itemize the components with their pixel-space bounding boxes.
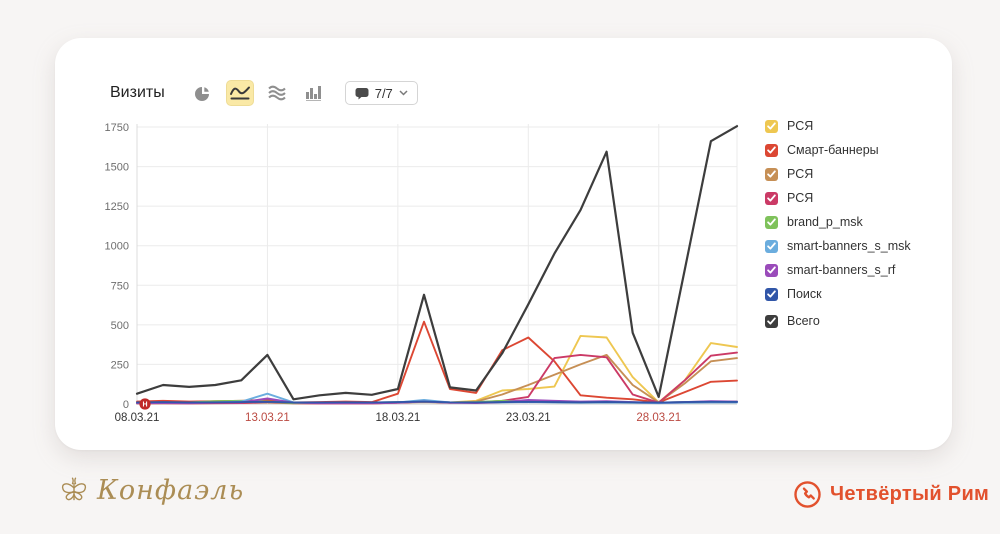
chart-type-areas-button[interactable]: [263, 80, 291, 106]
y-tick-label: 1000: [105, 241, 129, 253]
legend-item[interactable]: smart-banners_s_msk: [765, 239, 950, 253]
stacked-areas-icon: [268, 85, 286, 101]
x-tick-label: 08.03.21: [115, 412, 160, 424]
butterfly-icon: [61, 477, 87, 501]
legend-checkbox[interactable]: [765, 287, 778, 301]
confael-logo: Конфаэль: [58, 474, 244, 506]
legend-label: РСЯ: [787, 167, 814, 181]
columns-icon: [306, 86, 322, 101]
x-tick-label: 23.03.21: [506, 412, 551, 424]
visits-chart[interactable]: 0 250 500 750 1000 1250 1500 1750 08.03.21 13.03.…: [95, 112, 755, 432]
comments-dropdown[interactable]: 7/7: [344, 81, 418, 105]
legend-label: Смарт-баннеры: [787, 143, 879, 157]
series-line-РСЯ[interactable]: [136, 353, 738, 405]
confael-logo-text: Конфаэль: [97, 474, 245, 506]
fourth-rome-logo-text: Четвёртый Рим: [830, 483, 990, 505]
chart-legend: РСЯ Смарт-баннеры РСЯ РСЯ brand_p_msk smart-b…: [765, 119, 950, 338]
fourth-rome-logo: Четвёртый Рим: [793, 480, 989, 509]
legend-checkbox[interactable]: [765, 314, 778, 328]
x-tick-label: 18.03.21: [375, 412, 420, 424]
legend-label: РСЯ: [787, 191, 814, 205]
legend-item[interactable]: РСЯ: [765, 167, 950, 181]
holiday-marker[interactable]: Н: [139, 398, 151, 410]
legend-label: brand_p_msk: [787, 215, 863, 229]
legend-checkbox[interactable]: [765, 239, 778, 253]
legend-checkbox[interactable]: [765, 143, 778, 157]
legend-item[interactable]: Смарт-баннеры: [765, 143, 950, 157]
check-icon: [767, 242, 776, 250]
legend-checkbox[interactable]: [765, 191, 778, 205]
chart-type-pie-button[interactable]: [189, 80, 217, 106]
report-card: Визиты: [55, 38, 952, 450]
legend-label: Поиск: [787, 287, 822, 301]
y-tick-label: 1250: [105, 201, 129, 213]
y-tick-label: 250: [111, 359, 129, 371]
legend-item[interactable]: Всего: [765, 314, 950, 328]
phone-circle-icon: [794, 481, 821, 508]
legend-item[interactable]: brand_p_msk: [765, 215, 950, 229]
x-tick-label: 28.03.21: [636, 412, 681, 424]
holiday-marker-circle: [139, 398, 151, 410]
legend-label: smart-banners_s_msk: [787, 239, 911, 253]
legend-item[interactable]: РСЯ: [765, 191, 950, 205]
check-icon: [767, 194, 776, 202]
toolbar: Визиты: [110, 80, 418, 106]
legend-item[interactable]: Поиск: [765, 287, 950, 301]
legend-checkbox[interactable]: [765, 263, 778, 277]
check-icon: [767, 290, 776, 298]
check-icon: [767, 317, 776, 325]
series-line-РСЯ[interactable]: [136, 351, 738, 405]
legend-item[interactable]: РСЯ: [765, 119, 950, 133]
check-icon: [767, 122, 776, 130]
chart-type-line-button[interactable]: [225, 80, 254, 106]
pie-chart-icon: [195, 86, 210, 101]
y-tick-label: 1750: [105, 122, 129, 134]
check-icon: [767, 170, 776, 178]
x-tick-label: 13.03.21: [245, 412, 290, 424]
check-icon: [767, 146, 776, 154]
legend-label: РСЯ: [787, 119, 814, 133]
legend-checkbox[interactable]: [765, 167, 778, 181]
check-icon: [767, 218, 776, 226]
y-tick-label: 750: [111, 280, 129, 292]
legend-checkbox[interactable]: [765, 215, 778, 229]
chart-type-columns-button[interactable]: [300, 80, 328, 106]
visits-chart-area[interactable]: 0 250 500 750 1000 1250 1500 1750 08.03.21 13.03.…: [95, 112, 755, 432]
legend-checkbox[interactable]: [765, 119, 778, 133]
page-title: Визиты: [110, 84, 165, 101]
legend-label: smart-banners_s_rf: [787, 263, 896, 277]
holiday-marker-label: Н: [142, 402, 147, 409]
y-tick-label: 500: [111, 320, 129, 332]
speech-bubble-icon: [355, 87, 369, 99]
chevron-down-icon: [399, 90, 408, 96]
y-tick-label: 0: [123, 399, 129, 411]
legend-label: Всего: [787, 314, 820, 328]
line-chart-icon: [229, 86, 250, 100]
series-line-Поиск[interactable]: [136, 400, 738, 404]
legend-item[interactable]: smart-banners_s_rf: [765, 263, 950, 277]
y-tick-label: 1500: [105, 162, 129, 174]
series-line-Всего[interactable]: [135, 125, 739, 401]
comments-counter: 7/7: [374, 85, 393, 101]
check-icon: [767, 266, 776, 274]
